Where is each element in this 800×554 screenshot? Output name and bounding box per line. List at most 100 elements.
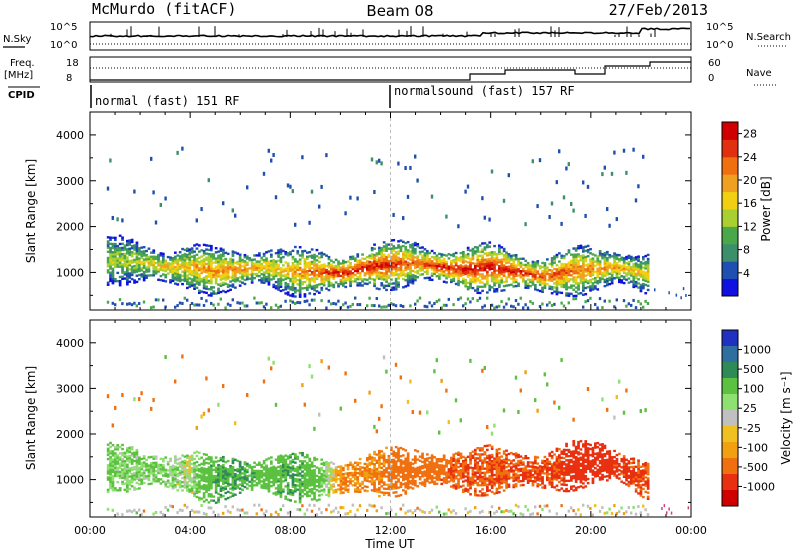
echo-cell bbox=[435, 264, 439, 268]
echo-cell bbox=[308, 292, 312, 295]
echo-cell bbox=[291, 189, 294, 194]
echo-cell bbox=[478, 267, 482, 270]
echo-cell bbox=[550, 303, 554, 307]
echo-cell bbox=[140, 463, 144, 467]
echo-cell bbox=[236, 476, 240, 479]
echo-cell bbox=[231, 465, 235, 469]
echo-cell bbox=[121, 454, 124, 457]
echo-cell bbox=[387, 479, 391, 482]
echo-cell bbox=[471, 276, 475, 279]
echo-cell bbox=[198, 474, 201, 477]
echo-cell bbox=[603, 266, 607, 269]
echo-cell bbox=[555, 274, 559, 277]
echo-cell bbox=[169, 266, 172, 270]
echo-cell bbox=[294, 291, 297, 294]
echo-cell bbox=[246, 464, 249, 468]
echo-cell bbox=[286, 467, 290, 471]
echo-cell bbox=[279, 468, 283, 472]
echo-cell bbox=[222, 460, 225, 463]
echo-cell bbox=[267, 266, 271, 270]
echo-cell bbox=[308, 364, 311, 369]
echo-cell bbox=[284, 288, 288, 291]
echo-cell bbox=[226, 265, 230, 268]
echo-cell bbox=[111, 454, 115, 457]
echo-cell bbox=[188, 455, 192, 458]
echo-cell bbox=[217, 275, 220, 278]
echo-cell bbox=[613, 254, 616, 257]
echo-cell bbox=[265, 487, 268, 490]
echo-cell bbox=[157, 278, 160, 281]
echo-cell bbox=[459, 256, 463, 259]
echo-cell bbox=[248, 464, 252, 467]
echo-cell bbox=[644, 263, 648, 266]
echo-cell bbox=[586, 281, 590, 285]
echo-cell bbox=[195, 257, 199, 261]
echo-cell bbox=[582, 248, 585, 251]
echo-cell bbox=[498, 244, 501, 247]
echo-cell bbox=[322, 271, 326, 275]
echo-cell bbox=[380, 275, 384, 279]
echo-cell bbox=[164, 468, 168, 472]
echo-cell bbox=[298, 276, 302, 280]
echo-cell bbox=[394, 253, 398, 256]
echo-cell bbox=[298, 246, 302, 249]
echo-cell bbox=[258, 262, 261, 265]
echo-cell bbox=[546, 268, 549, 271]
echo-cell bbox=[306, 255, 309, 258]
echo-cell bbox=[106, 394, 110, 399]
echo-cell bbox=[313, 286, 316, 290]
echo-cell bbox=[229, 473, 232, 476]
echo-cell bbox=[464, 266, 468, 269]
echo-cell bbox=[277, 465, 280, 469]
echo-cell bbox=[354, 257, 357, 260]
echo-cell bbox=[351, 467, 355, 471]
echo-cell bbox=[111, 301, 114, 305]
echo-cell bbox=[121, 452, 124, 455]
echo-cell bbox=[498, 252, 501, 256]
echo-cell bbox=[279, 454, 283, 457]
echo-cell bbox=[570, 253, 573, 256]
echo-cell bbox=[598, 272, 602, 276]
echo-cell bbox=[469, 278, 472, 281]
echo-cell bbox=[457, 269, 460, 272]
echo-cell bbox=[558, 281, 561, 284]
echo-cell bbox=[212, 255, 216, 258]
echo-cell bbox=[409, 272, 412, 276]
echo-cell bbox=[550, 285, 554, 289]
echo-cell bbox=[327, 288, 331, 292]
echo-cell bbox=[181, 258, 184, 261]
echo-cell bbox=[411, 269, 415, 273]
echo-cell bbox=[507, 297, 510, 301]
echo-cell bbox=[190, 485, 194, 488]
echo-cell bbox=[397, 161, 400, 166]
echo-cell bbox=[138, 269, 141, 273]
echo-cell bbox=[111, 480, 115, 484]
echo-cell bbox=[406, 280, 410, 283]
echo-cell bbox=[354, 273, 357, 277]
echo-cell bbox=[406, 251, 410, 254]
echo-cell bbox=[176, 264, 180, 268]
echo-cell bbox=[193, 303, 196, 307]
echo-cell bbox=[558, 274, 561, 278]
echo-cell bbox=[243, 471, 247, 474]
echo-cell bbox=[164, 305, 167, 309]
echo-cell bbox=[411, 247, 415, 250]
echo-cell bbox=[452, 279, 456, 283]
echo-cell bbox=[375, 461, 379, 465]
echo-cell bbox=[579, 275, 583, 278]
echo-cell bbox=[246, 304, 249, 308]
echo-cell bbox=[298, 501, 302, 504]
echo-cell bbox=[255, 471, 259, 475]
echo-cell bbox=[106, 443, 110, 446]
nsky-label: N.Sky bbox=[3, 34, 31, 45]
echo-cell bbox=[392, 247, 396, 250]
echo-cell bbox=[462, 279, 465, 283]
echo-cell bbox=[356, 267, 360, 271]
echo-cell bbox=[327, 280, 331, 284]
echo-cell bbox=[154, 480, 158, 483]
echo-cell bbox=[200, 290, 204, 293]
echo-cell bbox=[327, 264, 331, 267]
echo-cell bbox=[231, 271, 235, 274]
echo-cell bbox=[121, 476, 124, 479]
echo-cell bbox=[373, 262, 376, 265]
